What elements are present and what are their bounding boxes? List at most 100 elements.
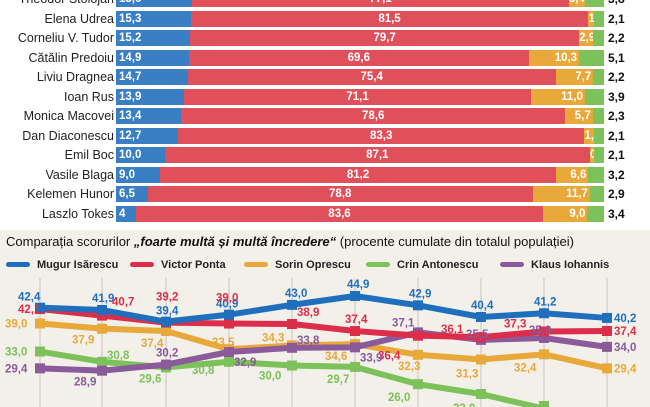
data-label: 33,9 — [360, 352, 382, 364]
bar-segment-green — [587, 205, 604, 222]
bar-segment-red: 71,1 — [183, 88, 532, 105]
bar-segment-red: 78,8 — [147, 186, 533, 202]
data-point — [224, 347, 234, 357]
data-point — [602, 312, 612, 323]
bar-segment-orange: 10,3 — [528, 49, 580, 66]
data-label: 39,4 — [156, 306, 179, 318]
row-label: Emil Boc — [64, 148, 114, 162]
bar-segment-green — [593, 147, 604, 163]
legend-label: Sorin Oprescu — [275, 259, 351, 271]
bar-row: Ioan Rus 13,9 71,1 11,0 3,9 — [0, 88, 650, 105]
title-emphasis: „foarte multă și multă încredere“ — [133, 234, 337, 249]
legend: Mugur Isărescu Victor Ponta Sorin Oprescu C… — [6, 258, 646, 272]
data-point — [539, 333, 549, 343]
data-label: 39,2 — [156, 292, 178, 304]
data-label: 38,9 — [297, 307, 319, 319]
bar-segment-orange: 6,6 — [556, 166, 589, 183]
data-point — [224, 356, 234, 367]
bar-row: Laszlo Tokes 4 83,6 9,0 3,4 — [0, 205, 650, 222]
data-point — [97, 305, 107, 315]
green-value-label: 3,9 — [608, 89, 625, 104]
legend-swatch — [244, 261, 268, 267]
data-label: 40,2 — [614, 313, 636, 325]
bar-segment-orange: 1,9 — [584, 127, 594, 144]
data-label: 37,4 — [345, 314, 368, 326]
data-point — [287, 360, 297, 371]
data-point — [97, 365, 107, 376]
bar-segment-red: 79,7 — [190, 30, 580, 46]
data-label: 36,4 — [378, 351, 401, 363]
data-point — [97, 356, 107, 367]
row-label: Laszlo Tokes — [41, 206, 114, 221]
legend-label: Klaus Iohannis — [531, 259, 610, 271]
chart-title: Comparația scorurilor „foarte multă și m… — [6, 234, 574, 249]
data-label: 42,9 — [409, 288, 431, 300]
data-label: 43,0 — [285, 288, 307, 300]
data-point — [224, 309, 234, 320]
title-prefix: Comparația scorurilor — [6, 234, 134, 249]
bar-segment-red: 81,2 — [159, 166, 557, 183]
data-point — [413, 379, 423, 390]
data-label: 26,0 — [388, 392, 410, 404]
green-value-label: 2,1 — [608, 11, 625, 26]
data-label: 42,4 — [18, 292, 41, 304]
line-plot: 42,4 41,9 39,4 40,9 43,0 44,9 42,9 40,4 41,2 40,2… — [5, 278, 637, 407]
bar-segment-blue: 15,3 — [116, 10, 191, 27]
bar-segment-blue: 13,4 — [116, 108, 182, 124]
data-label: 32,3 — [398, 361, 420, 373]
data-point — [350, 361, 360, 372]
data-point — [602, 326, 612, 336]
bar-segment-red: 81,5 — [190, 10, 589, 27]
bar-segment-green — [593, 69, 604, 85]
data-point — [97, 310, 107, 321]
data-label: 34,3 — [262, 332, 284, 344]
row-label: Dan Diaconescu — [22, 128, 114, 143]
green-value-label: 2,9 — [608, 187, 625, 201]
bar-segment-blue: 15,6 — [116, 0, 193, 7]
data-label: 36,1 — [441, 324, 464, 336]
data-label: 37,4 — [614, 326, 637, 338]
data-point — [476, 332, 486, 343]
data-point — [539, 308, 549, 319]
data-point — [287, 299, 297, 310]
data-label: 31,3 — [456, 368, 478, 380]
bar-segment-red: 78,6 — [181, 108, 565, 124]
data-label: 39,0 — [216, 293, 238, 305]
bar-segment-blue: 9,0 — [116, 166, 160, 183]
green-value-label: 2,3 — [608, 109, 625, 123]
data-label: 29,4 — [614, 363, 637, 375]
data-label: 37,3 — [504, 318, 526, 330]
bar-segment-green — [593, 127, 604, 144]
data-label: 30,0 — [259, 371, 281, 383]
bar-segment-blue: 10,0 — [116, 147, 165, 163]
data-point — [476, 312, 486, 322]
green-value-label: 3,8 — [608, 0, 625, 7]
bar-segment-orange: 3,4 — [568, 0, 586, 7]
data-label: 35,9 — [529, 325, 551, 337]
data-point — [539, 401, 549, 407]
legend-item: Sorin Oprescu — [244, 258, 351, 272]
bar-row: Kelemen Hunor 6,5 78,8 11,7 2,9 — [0, 186, 650, 202]
data-point — [161, 316, 171, 327]
bar-segment-blue: 15,2 — [116, 30, 191, 46]
bar-segment-blue: 13,9 — [116, 88, 184, 105]
data-point — [476, 354, 486, 365]
row-label: Cătălin Predoiu — [28, 50, 114, 65]
data-label: 41,2 — [534, 296, 556, 308]
data-label: 23,9 — [453, 403, 475, 407]
bar-segment-blue: 14,9 — [116, 49, 189, 66]
data-point — [35, 318, 45, 329]
green-value-label: 2,1 — [608, 128, 625, 143]
data-point — [35, 363, 45, 374]
bar-segment-red: 83,3 — [177, 127, 585, 144]
data-point — [602, 341, 612, 352]
green-value-label: 3,4 — [608, 206, 625, 221]
bar-segment-orange: 5,7 — [564, 108, 593, 124]
row-label: Monica Macovei — [23, 109, 114, 123]
bar-segment-blue: 12,7 — [116, 127, 178, 144]
row-label: Corneliu V. Tudor — [17, 31, 114, 45]
legend-swatch — [130, 261, 154, 267]
data-label: 40,7 — [112, 297, 134, 309]
data-point — [224, 318, 234, 329]
